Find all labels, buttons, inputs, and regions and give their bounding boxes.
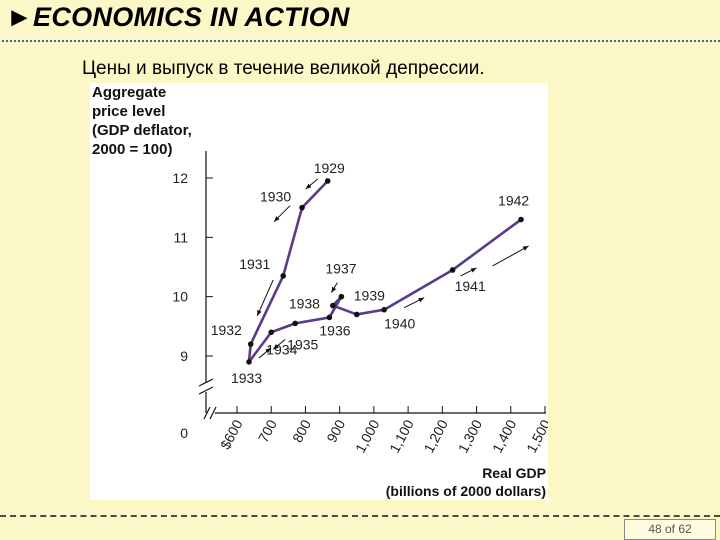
- year-label-1936: 1936: [319, 322, 350, 338]
- page-indicator: 48 of 62: [624, 519, 716, 540]
- data-point-1939: [353, 311, 360, 318]
- year-label-1940: 1940: [384, 316, 415, 332]
- y-axis-label-line: 2000 = 100): [92, 141, 173, 158]
- x-axis-label-line: (billions of 2000 dollars): [386, 483, 546, 499]
- y-axis-break-mark: [198, 378, 214, 387]
- y-axis-break-mark: [198, 386, 214, 395]
- x-axis-label: Real GDP (billions of 2000 dollars): [386, 465, 546, 499]
- y-tick-label: 10: [172, 289, 188, 305]
- price-output-chart: Aggregate price level (GDP deflator, 2000 =…: [92, 84, 554, 499]
- year-label-1930: 1930: [260, 189, 291, 205]
- triangle-bullet-icon: ►: [6, 2, 34, 32]
- year-label-1931: 1931: [239, 256, 270, 272]
- data-point-1936: [326, 314, 333, 321]
- x-tick-label: $600: [217, 417, 246, 452]
- data-point-1932: [247, 341, 254, 347]
- arrow-1933-head: [265, 347, 271, 354]
- y-tick-label: 11: [173, 229, 188, 245]
- data-point-1937: [338, 293, 345, 300]
- y-axis-label-line: price level: [92, 103, 165, 120]
- arrow-1931-head: [257, 309, 262, 316]
- chart-axes: [198, 151, 546, 420]
- series-line: [247, 179, 523, 364]
- data-point-1942: [518, 216, 524, 223]
- x-axis-break-mark: [209, 406, 217, 420]
- data-point-1934: [268, 329, 275, 336]
- x-tick-label: 1,300: [455, 417, 486, 456]
- data-point-1933: [246, 359, 252, 365]
- x-tick-label: 800: [289, 417, 314, 445]
- data-point-1935: [292, 320, 298, 327]
- x-tick-label: 1,500: [523, 417, 548, 456]
- slide-title: ►ECONOMICS IN ACTION: [6, 2, 350, 33]
- year-label-1934: 1934: [266, 341, 297, 357]
- year-label-1941: 1941: [455, 278, 486, 294]
- x-axis-label-line: Real GDP: [482, 465, 546, 481]
- year-label-1932: 1932: [211, 322, 242, 338]
- y-axis-ticks: 9 10 11 12 0: [172, 170, 213, 441]
- arrow-1940-head: [418, 297, 425, 303]
- x-tick-label: 1,400: [489, 417, 520, 456]
- arrow-1941b-head: [522, 245, 529, 251]
- y-tick-label: 12: [172, 170, 188, 186]
- year-label-1937: 1937: [325, 261, 356, 277]
- y-axis-label: Aggregate price level (GDP deflator, 2000 =…: [92, 84, 192, 158]
- data-point-1938: [330, 302, 336, 309]
- data-point-1929: [324, 178, 331, 184]
- y-tick-label: 9: [180, 348, 188, 364]
- year-label-1935: 1935: [287, 336, 318, 352]
- x-tick-label: 1,200: [420, 417, 451, 456]
- arrow-1929-head: [305, 183, 312, 189]
- title-divider: [2, 40, 720, 42]
- data-point-1931: [280, 273, 286, 279]
- x-tick-label: 900: [323, 417, 348, 445]
- y-axis-label-line: (GDP deflator,: [92, 122, 192, 139]
- year-label-1929: 1929: [314, 160, 345, 176]
- chart-panel: Aggregate price level (GDP deflator, 2000 =…: [90, 83, 554, 500]
- arrow-1931: [256, 279, 274, 317]
- arrow-1941-head: [470, 267, 477, 273]
- x-axis-break-mark: [203, 406, 211, 420]
- year-label-1939: 1939: [354, 287, 385, 303]
- slide-title-text: ECONOMICS IN ACTION: [33, 2, 350, 32]
- year-label-1942: 1942: [498, 193, 529, 209]
- slide-header: ►ECONOMICS IN ACTION: [0, 0, 720, 40]
- x-tick-label: 700: [255, 417, 280, 445]
- arrow-1941b: [492, 245, 529, 267]
- footer-divider: [0, 515, 720, 517]
- y-axis-label-line: Aggregate: [92, 84, 166, 101]
- arrow-1935-head: [273, 344, 279, 350]
- chart-subtitle: Цены и выпуск в течение великой депресси…: [82, 58, 485, 79]
- data-point-1930: [299, 204, 305, 211]
- data-point-1940: [381, 306, 387, 313]
- year-label-1933: 1933: [231, 370, 262, 386]
- data-point-1941: [449, 267, 456, 273]
- year-label-1938: 1938: [289, 296, 320, 312]
- y-tick-label-zero: 0: [180, 425, 188, 441]
- x-tick-label: 1,100: [386, 417, 417, 456]
- arrow-1930-head: [274, 216, 280, 222]
- arrow-1937-head: [331, 286, 337, 293]
- x-tick-label: 1,000: [352, 417, 383, 456]
